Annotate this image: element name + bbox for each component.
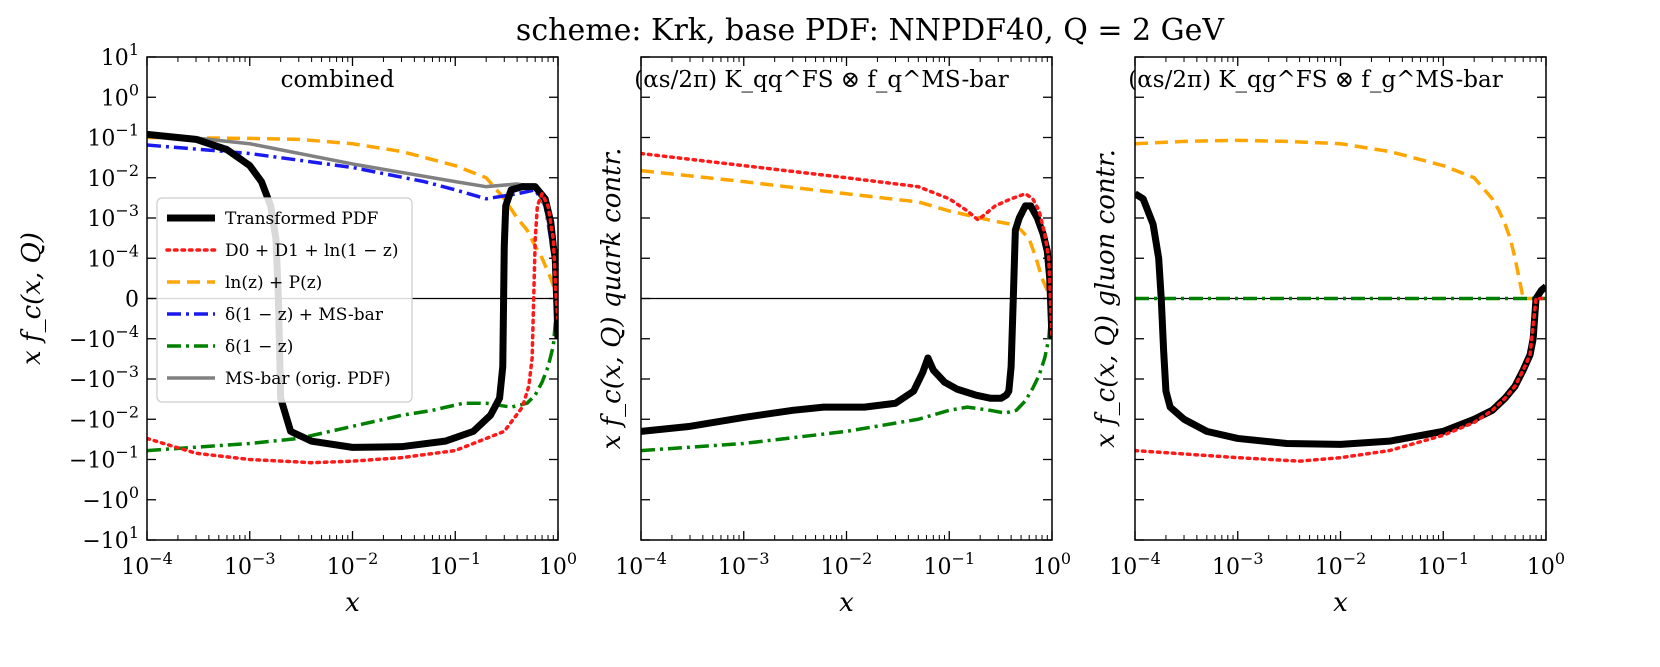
legend-label: MS-bar (orig. PDF) xyxy=(225,369,391,389)
series-group xyxy=(641,151,1052,453)
x-axis-label: x xyxy=(345,588,360,618)
x-tick-label: 100 xyxy=(1527,549,1565,580)
y-axis-label: x f_c(x, Q) quark contr. xyxy=(597,148,627,450)
series-ln-z-p-z-line xyxy=(1135,138,1546,301)
panel-1: 10−4 10−3 10−2 10−1 100 101 100 10−1 10−2 10−3 10−… xyxy=(17,40,577,618)
series-ln-z-p-z-line xyxy=(147,135,558,300)
y-tick-label: 100 xyxy=(101,80,139,111)
series-group xyxy=(1135,138,1546,463)
y-tick-label: 10−1 xyxy=(87,121,139,152)
x-tick-label: 10−3 xyxy=(224,549,276,580)
series-d0-d1-ln-1-z-line xyxy=(641,151,1052,341)
legend: Transformed PDF D0 + D1 + ln(1 − z) ln(z) … xyxy=(156,197,413,403)
x-tick-label: 10−3 xyxy=(718,549,770,580)
y-tick-label: 101 xyxy=(101,40,139,71)
y-tick-label: 10−3 xyxy=(87,201,139,232)
y-tick-label: −10−1 xyxy=(69,443,139,474)
x-tick-label: 10−2 xyxy=(1315,549,1367,580)
legend-box xyxy=(156,197,413,403)
series-transformed-pdf-line xyxy=(1135,190,1546,448)
figure-title: scheme: Krk, base PDF: NNPDF40, Q = 2 Ge… xyxy=(516,13,1225,48)
y-tick-label: −10−2 xyxy=(69,402,139,433)
x-tick-label: 10−2 xyxy=(327,549,379,580)
series-group xyxy=(147,130,558,465)
x-axis-label: x xyxy=(1333,588,1348,618)
panels: 10−4 10−3 10−2 10−1 10010110010−110−210−310−… xyxy=(17,40,1565,618)
legend-label: D0 + D1 + ln(1 − z) xyxy=(225,241,398,261)
x-axis-label: x xyxy=(839,588,854,618)
y-tick-label: 0 xyxy=(125,288,139,313)
panel-title: combined xyxy=(281,67,395,93)
series-1-z-line xyxy=(641,298,1052,453)
x-tick-label: 10−3 xyxy=(1212,549,1264,580)
y-tick-label: 10−2 xyxy=(87,161,139,192)
legend-label: Transformed PDF xyxy=(225,209,378,229)
panel-2: 10−4 10−3 10−2 10−1 100 (αs/2π) K_qq^FS ⊗ f_q… xyxy=(597,56,1071,618)
legend-label: ln(z) + P(z) xyxy=(225,273,322,293)
y-tick-label: −100 xyxy=(82,483,139,514)
y-axis-label: x f_c(x, Q) xyxy=(17,232,47,365)
x-tick-label: 100 xyxy=(1033,549,1071,580)
x-tick-label: 10−4 xyxy=(615,549,667,580)
series-1-z-ms-bar-line xyxy=(147,143,558,299)
legend-label: δ(1 − z) + MS-bar xyxy=(225,305,384,325)
x-tick-label: 100 xyxy=(539,549,577,580)
x-tick-label: 10−1 xyxy=(923,549,975,580)
y-tick-label: −10−3 xyxy=(69,362,139,393)
legend-label: δ(1 − z) xyxy=(225,337,293,357)
series-d0-d1-ln-1-z-line xyxy=(1135,296,1546,463)
y-tick-label: −101 xyxy=(82,523,139,554)
x-tick-label: 10−1 xyxy=(429,549,481,580)
series-d0-d1-ln-1-z-line xyxy=(147,192,558,465)
series-ln-z-p-z-line xyxy=(641,168,1052,300)
series-transformed-pdf-line xyxy=(641,202,1052,435)
axes-frame xyxy=(640,56,1053,541)
y-tick-label: −10−4 xyxy=(69,322,139,353)
axes-frame xyxy=(1134,56,1547,541)
x-tick-label: 10−4 xyxy=(121,549,173,580)
x-tick-label: 10−4 xyxy=(1109,549,1161,580)
y-tick-label: 10−4 xyxy=(87,241,139,272)
x-tick-label: 10−2 xyxy=(821,549,873,580)
panel-title: (αs/2π) K_qq^FS ⊗ f_q^MS-bar xyxy=(634,67,1008,93)
panel-title: (αs/2π) K_qg^FS ⊗ f_g^MS-bar xyxy=(1128,67,1502,93)
axes-frame xyxy=(146,56,559,541)
x-tick-label: 10−1 xyxy=(1417,549,1469,580)
panel-3: 10−4 10−3 10−2 10−1 100 (αs/2π) K_qg^FS ⊗ f_g… xyxy=(1091,56,1565,618)
y-axis-label: x f_c(x, Q) gluon contr. xyxy=(1091,149,1121,448)
